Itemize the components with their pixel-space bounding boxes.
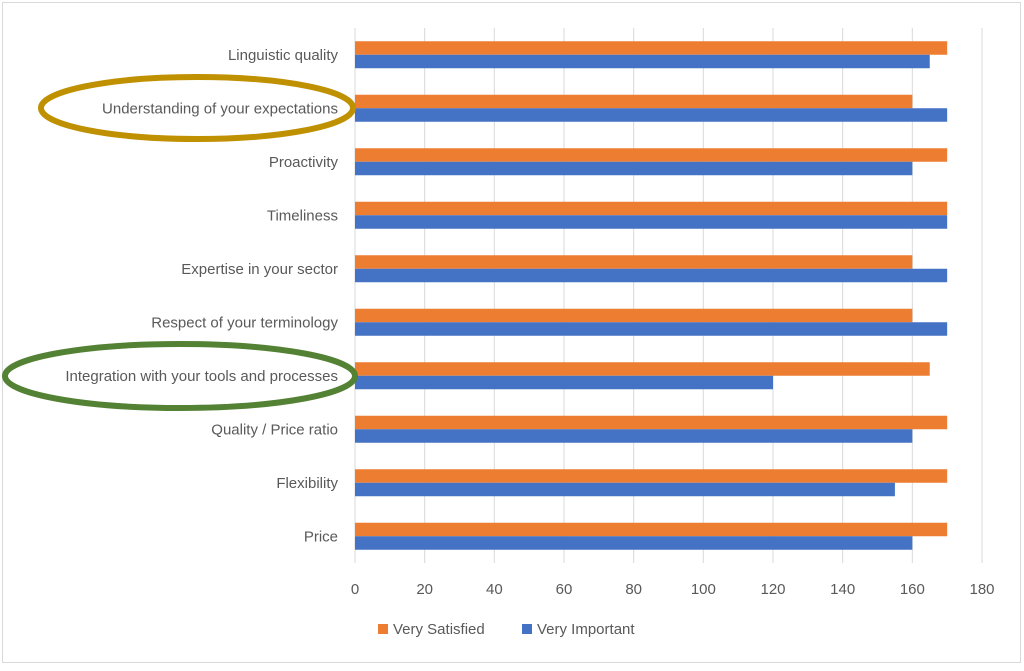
category-label: Timeliness	[267, 207, 338, 224]
bar-very-satisfied	[355, 362, 930, 376]
bar-very-satisfied	[355, 94, 913, 109]
x-tick-label: 160	[900, 581, 925, 598]
bar-very-important	[355, 161, 913, 176]
bar-very-important	[355, 322, 948, 336]
category-label: Understanding of your expectations	[102, 100, 338, 117]
bar-very-satisfied	[355, 41, 948, 55]
bar-very-important	[355, 268, 948, 283]
highlight-ellipse	[2, 341, 358, 411]
x-tick-label: 40	[486, 581, 503, 598]
bar-very-important	[355, 375, 773, 390]
bar-very-important	[355, 482, 895, 497]
legend-label: Very Important	[537, 621, 635, 638]
bar-very-satisfied	[355, 469, 948, 483]
bar-very-important	[355, 54, 930, 69]
category-label: Integration with your tools and processe…	[65, 368, 338, 385]
category-label: Expertise in your sector	[181, 261, 338, 278]
x-tick-label: 120	[760, 581, 785, 598]
bar-very-satisfied	[355, 308, 913, 323]
x-tick-label: 60	[556, 581, 573, 598]
category-label: Respect of your terminology	[151, 314, 338, 331]
legend-swatch	[522, 624, 532, 634]
bar-very-satisfied	[355, 255, 913, 269]
category-label: Flexibility	[276, 475, 338, 492]
legend-swatch	[378, 624, 388, 634]
x-tick-label: 0	[351, 581, 359, 598]
category-label: Proactivity	[269, 154, 339, 171]
highlight-ellipse	[38, 74, 356, 142]
bar-very-important	[355, 536, 913, 550]
bar-very-satisfied	[355, 148, 948, 162]
x-tick-label: 140	[830, 581, 855, 598]
x-tick-label: 100	[691, 581, 716, 598]
legend-label: Very Satisfied	[393, 621, 485, 638]
bar-very-important	[355, 215, 948, 229]
bar-very-satisfied	[355, 522, 948, 537]
category-label: Quality / Price ratio	[211, 421, 338, 438]
bar-very-important	[355, 429, 913, 443]
x-tick-label: 20	[416, 581, 433, 598]
bar-very-satisfied	[355, 415, 948, 430]
category-label: Linguistic quality	[228, 47, 339, 64]
bar-very-important	[355, 108, 948, 122]
bar-very-satisfied	[355, 201, 948, 216]
category-label: Price	[304, 528, 338, 545]
x-tick-label: 80	[625, 581, 642, 598]
x-tick-label: 180	[969, 581, 994, 598]
